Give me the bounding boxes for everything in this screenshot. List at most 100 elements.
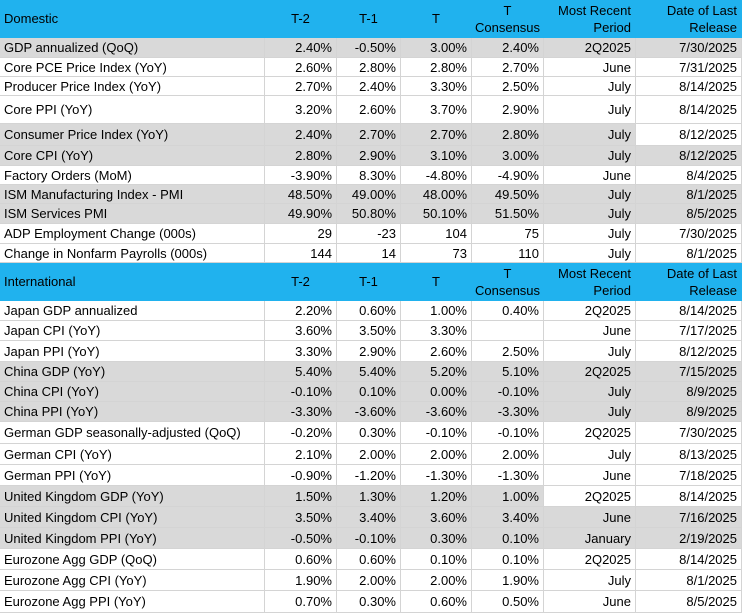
data-cell: 2Q2025: [544, 38, 636, 58]
data-cell: -4.80%: [401, 166, 472, 185]
data-cell: -23: [337, 224, 401, 244]
data-cell: -3.30%: [472, 402, 544, 422]
data-cell: 49.90%: [265, 204, 337, 224]
data-cell: 8/5/2025: [636, 204, 742, 224]
data-cell: 0.10%: [472, 549, 544, 570]
data-cell: 2.00%: [401, 444, 472, 465]
data-cell: July: [544, 224, 636, 244]
data-cell: -0.10%: [472, 422, 544, 444]
header-cell: Date of Last Release: [636, 0, 742, 38]
data-cell: 3.40%: [472, 507, 544, 528]
data-cell: 3.10%: [401, 146, 472, 166]
data-cell: -1.30%: [401, 465, 472, 486]
data-cell: July: [544, 444, 636, 465]
data-cell: 7/16/2025: [636, 507, 742, 528]
data-cell: 3.50%: [337, 321, 401, 341]
row-label: Core PCE Price Index (YoY): [0, 58, 265, 77]
data-cell: 3.60%: [265, 321, 337, 341]
data-cell: 8/9/2025: [636, 382, 742, 402]
data-cell: 75: [472, 224, 544, 244]
row-label: German PPI (YoY): [0, 465, 265, 486]
data-cell: July: [544, 402, 636, 422]
data-cell: July: [544, 204, 636, 224]
data-cell: 3.00%: [472, 146, 544, 166]
data-cell: 2.60%: [337, 96, 401, 124]
data-cell: 3.30%: [401, 321, 472, 341]
data-cell: 8/12/2025: [636, 341, 742, 362]
data-cell: 0.60%: [265, 549, 337, 570]
data-cell: -0.10%: [401, 422, 472, 444]
row-label: Producer Price Index (YoY): [0, 77, 265, 96]
data-cell: 2.80%: [337, 58, 401, 77]
data-cell: 2.40%: [337, 77, 401, 96]
header-cell: T-2: [265, 0, 337, 38]
row-label: United Kingdom GDP (YoY): [0, 486, 265, 507]
row-label: China GDP (YoY): [0, 362, 265, 382]
data-cell: 8/14/2025: [636, 301, 742, 321]
data-cell: 2.00%: [337, 444, 401, 465]
data-cell: July: [544, 185, 636, 204]
data-cell: 3.20%: [265, 96, 337, 124]
data-cell: 3.30%: [265, 341, 337, 362]
data-cell: -0.50%: [337, 38, 401, 58]
data-cell: June: [544, 507, 636, 528]
header-cell: Domestic: [0, 0, 265, 38]
data-cell: 8/1/2025: [636, 244, 742, 263]
row-label: German CPI (YoY): [0, 444, 265, 465]
data-cell: July: [544, 146, 636, 166]
data-cell: -0.10%: [337, 528, 401, 549]
data-cell: 8/5/2025: [636, 591, 742, 613]
data-cell: -3.60%: [337, 402, 401, 422]
data-cell: 8/12/2025: [636, 146, 742, 166]
header-cell: Date of Last Release: [636, 263, 742, 301]
data-cell: June: [544, 465, 636, 486]
row-label: GDP annualized (QoQ): [0, 38, 265, 58]
data-cell: June: [544, 321, 636, 341]
data-cell: 2.40%: [265, 38, 337, 58]
row-label: Eurozone Agg CPI (YoY): [0, 570, 265, 591]
data-cell: January: [544, 528, 636, 549]
data-cell: July: [544, 96, 636, 124]
data-cell: 29: [265, 224, 337, 244]
data-cell: 51.50%: [472, 204, 544, 224]
data-cell: July: [544, 244, 636, 263]
data-cell: 2.80%: [401, 58, 472, 77]
row-label: ISM Services PMI: [0, 204, 265, 224]
data-cell: 104: [401, 224, 472, 244]
data-cell: 49.00%: [337, 185, 401, 204]
data-cell: 0.30%: [337, 591, 401, 613]
data-cell: 2.70%: [472, 58, 544, 77]
data-cell: June: [544, 58, 636, 77]
row-label: China CPI (YoY): [0, 382, 265, 402]
data-cell: 7/30/2025: [636, 422, 742, 444]
data-cell: 48.00%: [401, 185, 472, 204]
data-cell: 3.00%: [401, 38, 472, 58]
data-cell: 5.40%: [337, 362, 401, 382]
data-cell: 7/30/2025: [636, 224, 742, 244]
data-cell: 3.70%: [401, 96, 472, 124]
data-cell: 7/31/2025: [636, 58, 742, 77]
data-cell: 2.90%: [337, 146, 401, 166]
data-cell: 110: [472, 244, 544, 263]
data-cell: -4.90%: [472, 166, 544, 185]
data-cell: 3.40%: [337, 507, 401, 528]
data-cell: 7/30/2025: [636, 38, 742, 58]
data-cell: 1.50%: [265, 486, 337, 507]
data-cell: 0.60%: [337, 301, 401, 321]
data-cell: 2.00%: [472, 444, 544, 465]
row-label: German GDP seasonally-adjusted (QoQ): [0, 422, 265, 444]
data-cell: July: [544, 77, 636, 96]
header-cell: T: [401, 0, 472, 38]
data-cell: 0.10%: [337, 382, 401, 402]
data-cell: 7/15/2025: [636, 362, 742, 382]
data-cell: 0.40%: [472, 301, 544, 321]
data-cell: 2.70%: [401, 124, 472, 146]
header-cell: T-1: [337, 263, 401, 301]
data-cell: -1.20%: [337, 465, 401, 486]
data-cell: July: [544, 382, 636, 402]
row-label: Factory Orders (MoM): [0, 166, 265, 185]
data-cell: 2.90%: [337, 341, 401, 362]
data-cell: 3.60%: [401, 507, 472, 528]
data-cell: -0.20%: [265, 422, 337, 444]
